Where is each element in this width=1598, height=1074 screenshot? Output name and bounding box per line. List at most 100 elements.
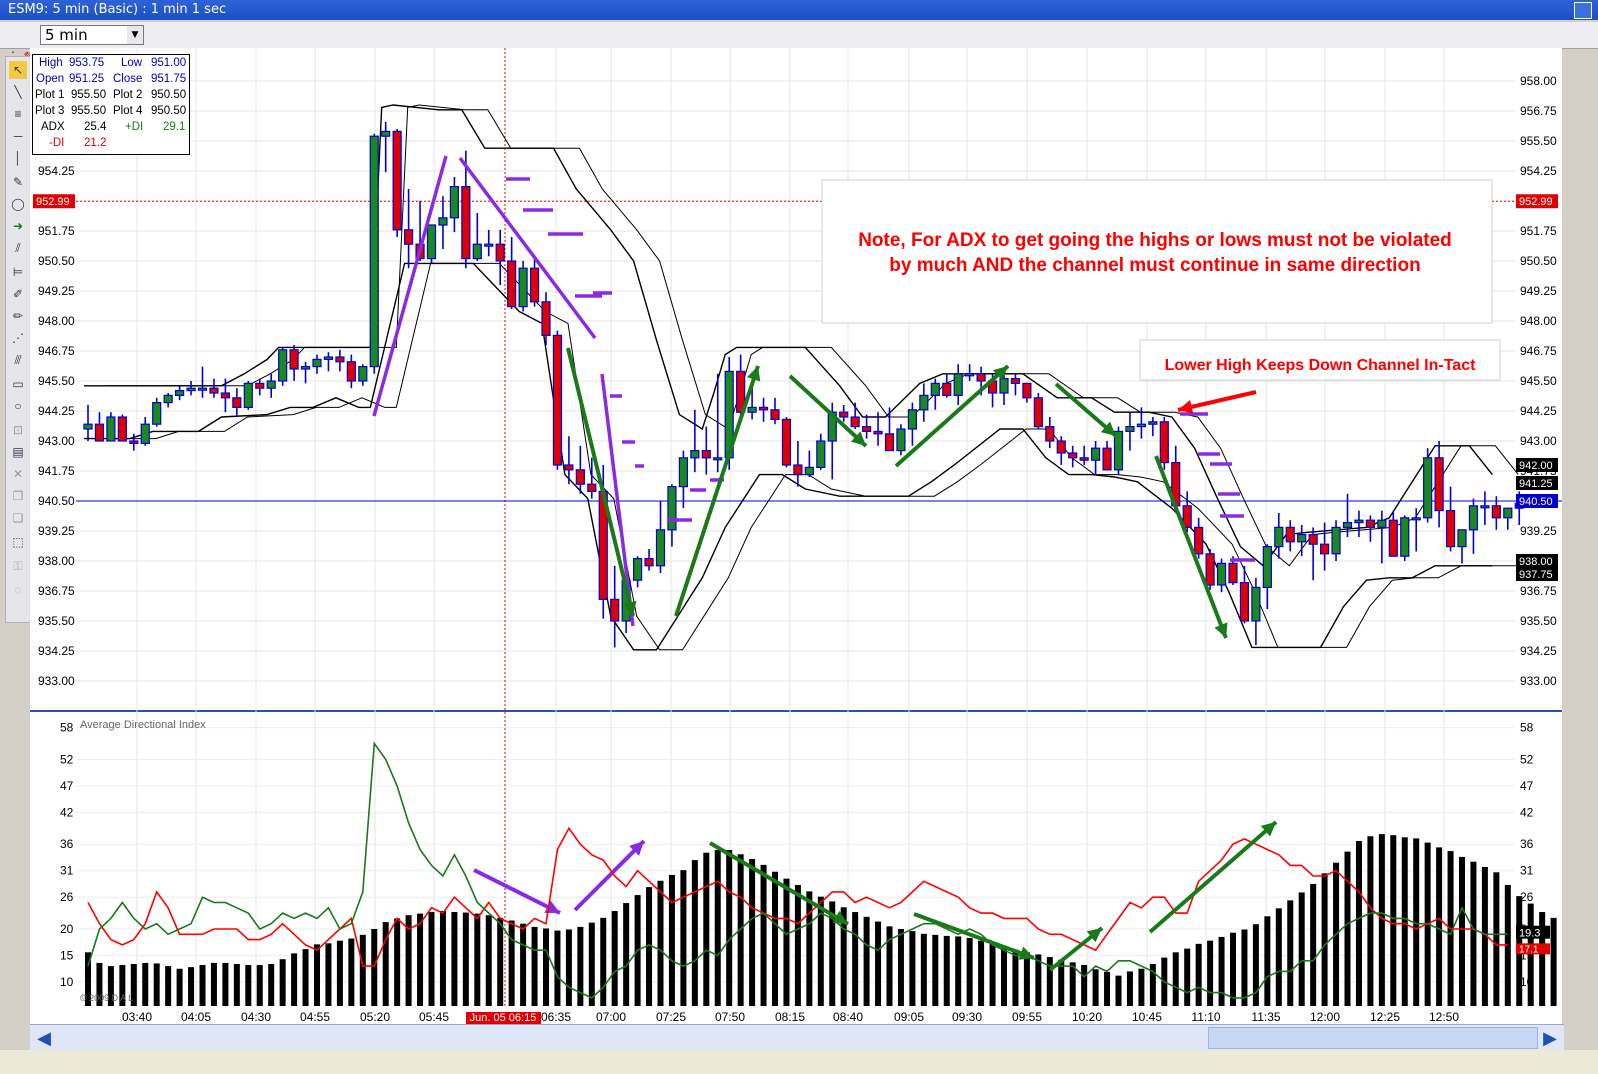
chevron-down-icon[interactable]: ▼: [127, 26, 143, 44]
horizontal-line-icon[interactable]: ─: [13, 129, 23, 143]
plot4-label: Plot 4: [113, 105, 143, 117]
note-text-line2: by much AND the channel must continue in…: [889, 255, 1420, 276]
toolbar: ⋮ ✎ ▥ ⌕ ⊕ ⊖ ✋ ▤ ◈ ▦ ⊞ ▧ ▮ ✂ ♪ ☎ ∞ ↖ ✛ + …: [0, 22, 1598, 66]
drawing-tools-sidebar: ↖ ╲ ≡ ─ │ ✎ ◯ ➜ ⫽ ⊨ ✐ ✏ ⋰ ⫻ ▭ ○ ⊡ ▤ ✕ ❐ …: [5, 56, 31, 623]
chart-area[interactable]: 03:40 04:05 04:30 04:55 05:20 05:45 06:35 07:00…: [30, 48, 1598, 1024]
channel-tool-icon[interactable]: ⫽: [15, 241, 21, 255]
arrow-tool-icon[interactable]: ➜: [12, 219, 24, 233]
time-tick-label: 09:05: [894, 1010, 924, 1024]
rectangle-tool-icon[interactable]: ▭: [12, 377, 24, 391]
interval-select[interactable]: 5 min ▼: [40, 25, 144, 45]
scroll-thumb[interactable]: [1208, 1027, 1538, 1049]
chart-svg[interactable]: 03:40 04:05 04:30 04:55 05:20 05:45 06:35 07:00…: [30, 48, 1598, 1024]
adx-bar: [153, 963, 160, 1006]
delete-icon[interactable]: ✕: [12, 467, 24, 481]
parallel-lines-icon[interactable]: ≡: [14, 107, 22, 121]
green-arrow-up: [894, 364, 1010, 468]
properties-icon[interactable]: ▤: [12, 445, 24, 459]
candle-body: [793, 464, 803, 476]
adx-bar: [176, 968, 183, 1006]
adx-bar: [325, 943, 332, 1006]
candle-body: [289, 349, 299, 370]
circle-tool-icon[interactable]: ○: [14, 399, 22, 413]
vertical-line-icon[interactable]: │: [14, 151, 22, 165]
adx-bar: [1344, 851, 1351, 1006]
hide-icon[interactable]: ◌: [14, 583, 22, 597]
adx-bar: [1115, 975, 1122, 1006]
window-title: ESM9: 5 min (Basic) : 1 min 1 sec: [8, 2, 227, 17]
price-tick-label-right: 933.00: [1520, 674, 1557, 688]
candle-body: [976, 373, 986, 382]
scroll-right-icon[interactable]: ▶: [1543, 1028, 1557, 1048]
green-arrow-down-head: [622, 600, 637, 616]
price-tick-label-right: 950.50: [1520, 254, 1557, 268]
adx-bar: [611, 910, 618, 1006]
candle-body: [1216, 562, 1227, 586]
lower-high-box: [1139, 339, 1501, 381]
price-tick-label-right: 934.25: [1520, 644, 1557, 658]
adx-bar: [382, 922, 389, 1006]
adx-bar: [691, 860, 698, 1006]
paste-icon[interactable]: ❏: [12, 511, 24, 525]
adx-bar: [130, 963, 137, 1006]
note-tool-icon[interactable]: ✎: [12, 175, 24, 189]
candle-body: [449, 186, 459, 219]
adx-tick-label-right: 52: [1520, 752, 1534, 766]
adx-bar: [199, 965, 206, 1006]
candle-body: [678, 457, 689, 488]
candle-body: [1022, 382, 1032, 399]
adx-bar: [1230, 932, 1236, 1006]
title-bar: ESM9: 5 min (Basic) : 1 min 1 sec: [0, 0, 1598, 20]
candle-body: [461, 186, 471, 260]
horizontal-scrollbar[interactable]: ◀ ▶: [30, 1024, 1564, 1051]
candle-body: [94, 423, 105, 442]
adx-bar: [1126, 971, 1133, 1006]
price-tick-label-right: 943.00: [1520, 434, 1557, 448]
lock-icon[interactable]: ⊡: [12, 423, 24, 437]
price-tick-label-left: 944.25: [38, 404, 75, 418]
speed-lines-icon[interactable]: ⫻: [14, 353, 22, 367]
pen-tool-icon[interactable]: ✏: [12, 309, 24, 323]
adx-bar: [565, 929, 572, 1006]
scroll-left-icon[interactable]: ◀: [37, 1028, 51, 1048]
copy-icon[interactable]: ❐: [12, 489, 24, 503]
candle-body: [655, 529, 666, 567]
candle-body: [736, 370, 746, 413]
candle-body: [518, 267, 528, 308]
candle-body: [575, 469, 585, 485]
fan-tool-icon[interactable]: ⋰: [12, 331, 24, 345]
adx-tick-label-right: 42: [1520, 805, 1534, 819]
select-tool-icon[interactable]: ↖: [9, 61, 27, 79]
gann-tool-icon[interactable]: ✐: [12, 287, 24, 301]
adx-bar: [657, 880, 664, 1006]
window-close-button[interactable]: [1574, 2, 1592, 19]
adx-bar: [233, 963, 240, 1006]
candle-body: [255, 382, 265, 389]
adx-bar: [794, 885, 801, 1006]
lock-drawing-icon[interactable]: ⚿: [13, 559, 23, 573]
adx-bar: [897, 929, 904, 1006]
adx-bar: [543, 928, 549, 1006]
adx-bar: [1241, 929, 1248, 1006]
green-arrow-down-head: [1018, 946, 1034, 960]
candle-body: [1033, 397, 1043, 428]
purple-arrow-up: [573, 839, 646, 912]
candle-body: [1194, 526, 1204, 555]
adx-marker-box: [1516, 925, 1550, 939]
time-tick-label: 09:55: [1012, 1010, 1042, 1024]
ellipse-tool-icon[interactable]: ◯: [11, 197, 25, 211]
adx-bar: [1035, 954, 1042, 1006]
adx-bar: [1539, 912, 1546, 1006]
select-area-icon[interactable]: ⬚: [12, 535, 24, 549]
trendline-tool-icon[interactable]: ╲: [14, 85, 22, 99]
price-tick-label-left: 951.75: [38, 224, 75, 238]
adx-bar: [1172, 952, 1179, 1006]
adx-bar: [1012, 949, 1019, 1006]
copyright-text: © 2009 D A L: [80, 993, 133, 1003]
adx-bar: [577, 926, 584, 1006]
fib-tool-icon[interactable]: ⊨: [12, 265, 24, 279]
candle-body: [140, 423, 150, 445]
candle-body: [1297, 534, 1307, 543]
adx-tick-label-left: 52: [60, 752, 74, 766]
candle-body: [472, 243, 482, 260]
